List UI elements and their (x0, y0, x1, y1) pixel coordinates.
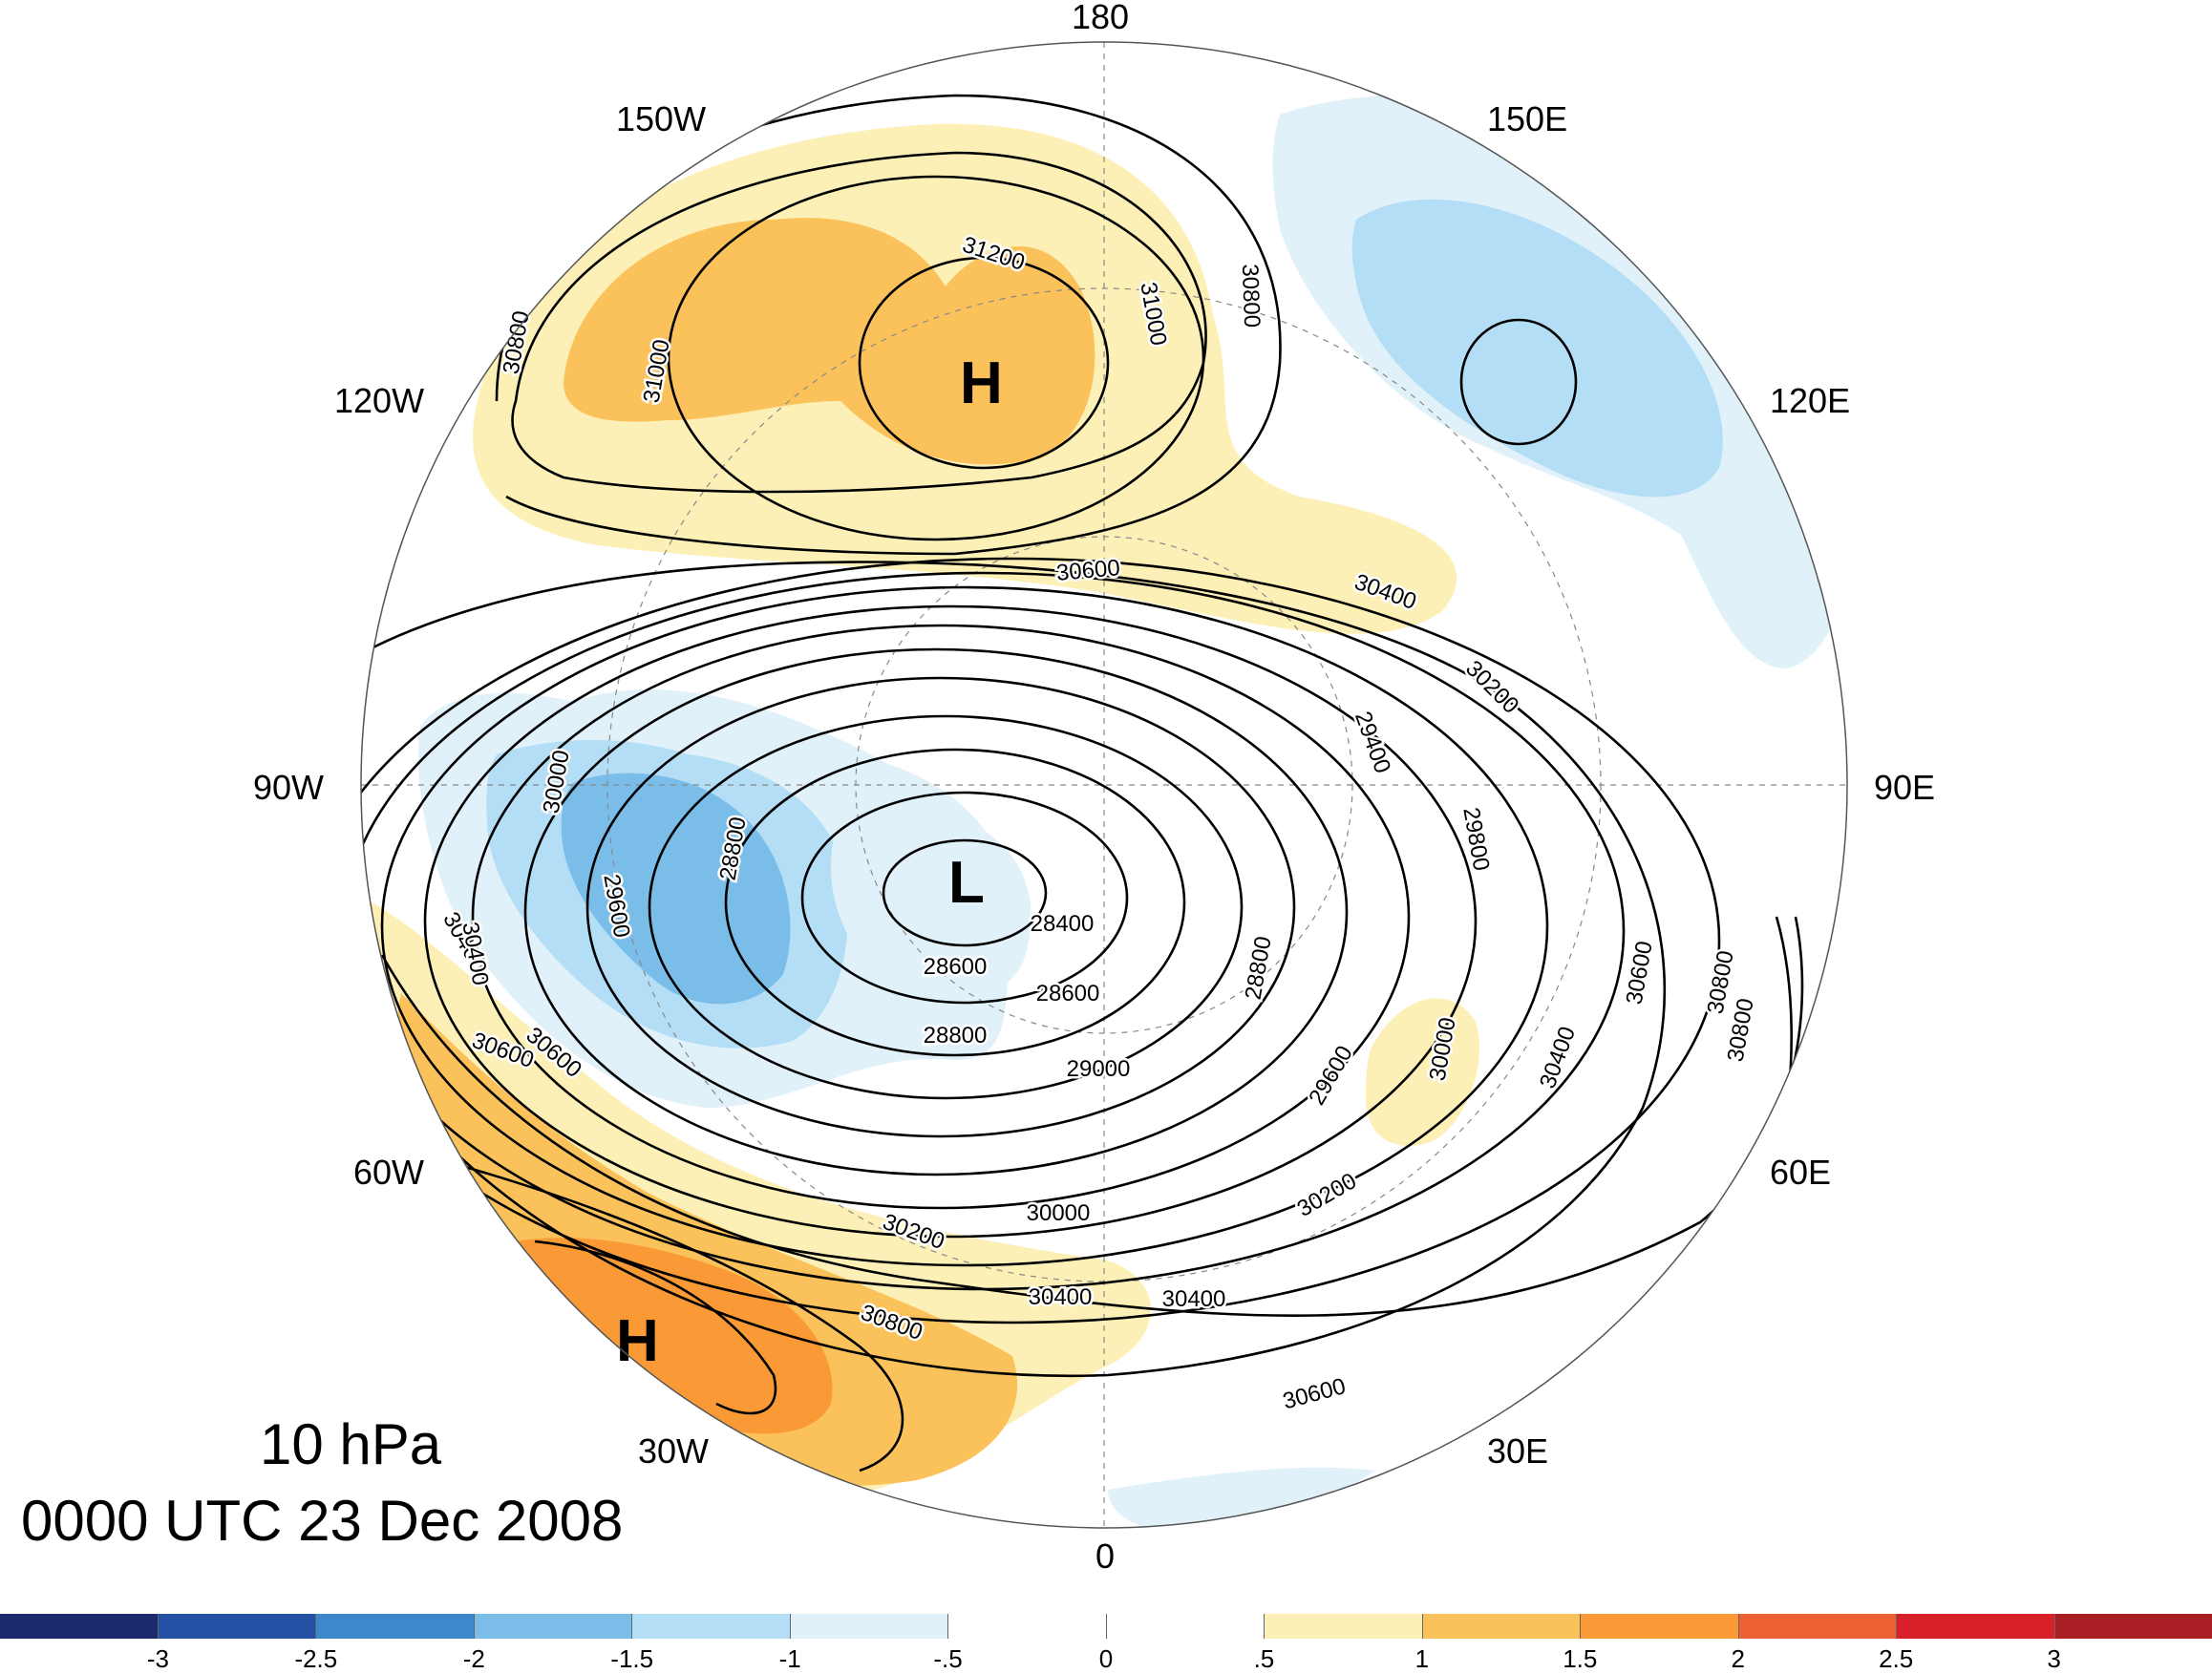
colorbar-tick-label: 1 (1414, 1644, 1430, 1673)
contour-label: 28600 (924, 954, 988, 980)
contour-label: 30600 (1280, 1373, 1348, 1414)
lon-label-90e: 90E (1874, 768, 1935, 807)
lon-label-120w: 120W (334, 381, 424, 420)
colorbar-tick-labels: -3 -2.5 -2 -1.5 -1 -.5 0 .5 1 1.5 2 2.5 3 (0, 1644, 2212, 1673)
contour-label: 29400 (1350, 708, 1395, 776)
anomaly-negative-arctic (831, 809, 1032, 1004)
colorbar-tick-label: -2 (462, 1644, 485, 1673)
high-center-pacific: H (960, 350, 1003, 416)
anomaly-positive-atlantic-core (508, 1238, 833, 1434)
colorbar-tick-label: -1 (778, 1644, 801, 1673)
lon-label-30e: 30E (1487, 1431, 1548, 1471)
lon-label-90w: 90W (253, 768, 324, 807)
lon-label-0: 0 (1095, 1536, 1115, 1576)
lon-label-180: 180 (1072, 0, 1129, 36)
colorbar-segment (1422, 1614, 1581, 1639)
contour-label: 29000 (1067, 1056, 1131, 1082)
colorbar-tick-label: -3 (146, 1644, 169, 1673)
colorbar-segment (790, 1614, 948, 1639)
contour-label: 29800 (1457, 805, 1494, 872)
longitude-labels: 180 150W 150E 120W 120E 90W 90E 60W 60E … (253, 0, 1935, 1576)
lon-label-120e: 120E (1770, 381, 1850, 420)
colorbar-segment (474, 1614, 632, 1639)
colorbar-tick-label: 3 (2047, 1644, 2061, 1673)
valid-time-title: 0000 UTC 23 Dec 2008 (21, 1489, 624, 1553)
contour-label: 30800 (1237, 264, 1265, 328)
colorbar-segment (2054, 1614, 2212, 1639)
anomaly-negative-siberia-inner (1351, 199, 1723, 498)
colorbar-segment (316, 1614, 475, 1639)
contour-label: 29600 (1304, 1042, 1358, 1110)
colorbar-tick-label: 1.5 (1563, 1644, 1598, 1673)
contour-label: 30600 (1622, 939, 1658, 1006)
colorbar-segment (632, 1614, 791, 1639)
colorbar-tick-label: .5 (1253, 1644, 1275, 1673)
map-boundary (360, 41, 1848, 1529)
pressure-level-title: 10 hPa (260, 1412, 442, 1476)
contour-label: 28800 (924, 1023, 988, 1049)
colorbar (0, 1614, 2212, 1639)
colorbar-segment (1897, 1614, 2055, 1639)
colorbar-segment (1581, 1614, 1739, 1639)
contour-label: 30000 (1027, 1200, 1091, 1226)
low-center-polar: L (948, 850, 985, 916)
colorbar-tick-label: 2 (1731, 1644, 1745, 1673)
colorbar-segment (0, 1614, 159, 1639)
lon-label-30w: 30W (638, 1431, 709, 1471)
contour-label: 30400 (1162, 1286, 1226, 1312)
high-center-atlantic: H (616, 1308, 659, 1374)
anomaly-negative-south-edge (1108, 1467, 1375, 1528)
lon-label-150e: 150E (1487, 99, 1567, 138)
colorbar-segment (1265, 1614, 1423, 1639)
colorbar-segment (158, 1614, 316, 1639)
lon-label-60w: 60W (353, 1153, 424, 1192)
contour-label: 28400 (1031, 911, 1095, 937)
colorbar-segment (1106, 1614, 1265, 1639)
contour-label: 28800 (1241, 934, 1277, 1001)
anomaly-negative-vortex-core (561, 773, 791, 1005)
colorbar-segment (1738, 1614, 1897, 1639)
contour-label: 30200 (1460, 656, 1523, 719)
lon-label-60e: 60E (1770, 1153, 1831, 1192)
colorbar-segment (948, 1614, 1107, 1639)
anomaly-positive-east (1366, 998, 1479, 1146)
lon-label-150w: 150W (616, 99, 706, 138)
colorbar-tick-label: 2.5 (1879, 1644, 1914, 1673)
contour-label: 30400 (1535, 1023, 1581, 1091)
contour-label: 28600 (1036, 981, 1100, 1007)
graticule (361, 42, 1847, 1528)
colorbar-tick-label: -2.5 (294, 1644, 338, 1673)
contour-label: 30200 (1293, 1168, 1361, 1222)
contour-label: 30400 (1029, 1284, 1093, 1310)
colorbar-tick-label: 0 (1098, 1644, 1114, 1673)
colorbar-tick-label: -.5 (933, 1644, 963, 1673)
colorbar-tick-label: -1.5 (610, 1644, 654, 1673)
